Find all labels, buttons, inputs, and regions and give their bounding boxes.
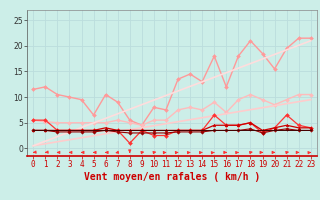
X-axis label: Vent moyen/en rafales ( km/h ): Vent moyen/en rafales ( km/h )	[84, 172, 260, 182]
